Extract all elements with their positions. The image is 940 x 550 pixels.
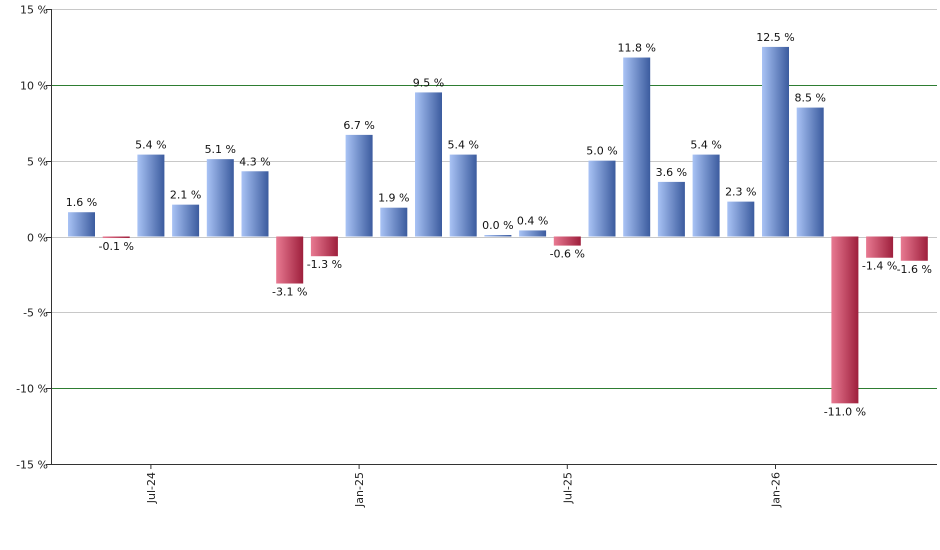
data-label: 5.0 %	[586, 145, 617, 158]
bar	[449, 154, 477, 237]
bar	[206, 159, 234, 237]
data-label: -1.4 %	[862, 260, 897, 273]
y-tick-label: 10 %	[20, 80, 48, 93]
data-label: -3.1 %	[272, 286, 307, 299]
data-label: 2.1 %	[170, 189, 201, 202]
axes: 15 % 10 % 5 % 0 % -5 % -10 % -15 % Jul-24 Jan-25…	[16, 4, 937, 508]
bar	[276, 236, 304, 284]
bar	[831, 236, 859, 404]
x-tick-label: Jan-25	[353, 472, 366, 508]
bar	[310, 236, 338, 257]
data-label: 12.5 %	[756, 31, 794, 44]
bar	[102, 236, 130, 239]
y-tick-label: -5 %	[23, 307, 48, 320]
data-label: -11.0 %	[824, 405, 866, 418]
y-tick-label: 5 %	[27, 156, 48, 169]
bar	[762, 46, 789, 237]
x-tick-label: Jan-26	[770, 472, 783, 508]
bar	[137, 154, 165, 237]
bar	[345, 134, 373, 237]
data-label: 1.6 %	[66, 196, 97, 209]
bar	[172, 204, 200, 237]
bar	[241, 171, 269, 237]
data-label: 5.4 %	[135, 139, 166, 152]
data-label: 11.8 %	[617, 42, 655, 55]
bar	[692, 154, 720, 237]
data-label: -0.1 %	[98, 240, 133, 253]
bar	[900, 236, 928, 261]
data-label: 8.5 %	[794, 92, 825, 105]
bar	[519, 230, 547, 237]
bar	[657, 181, 685, 237]
bar	[727, 201, 755, 237]
bar	[484, 235, 512, 237]
data-label: 9.5 %	[413, 76, 444, 89]
grid-lines	[51, 9, 937, 465]
x-tick-label: Jul-25	[561, 472, 574, 504]
data-label: 6.7 %	[343, 119, 374, 132]
y-tick-label: -15 %	[16, 459, 48, 472]
bar	[588, 160, 616, 237]
data-label: 0.0 %	[482, 219, 513, 232]
y-tick-label: 0 %	[27, 232, 48, 245]
data-label: 0.4 %	[517, 214, 548, 227]
data-labels: 1.6 % -0.1 % 5.4 % 2.1 % 5.1 %4.3 % -3.1 % -1.…	[66, 31, 932, 418]
bars	[68, 46, 928, 404]
data-label: 1.9 %	[378, 192, 409, 205]
x-tick-label: Jul-24	[145, 472, 158, 504]
y-tick-label: 15 %	[20, 4, 48, 17]
bar	[623, 57, 651, 237]
data-label: 3.6 %	[656, 166, 687, 179]
bar	[796, 107, 824, 237]
bar	[866, 236, 894, 258]
data-label: 5.1 %	[205, 143, 236, 156]
data-label: 5.4 %	[447, 139, 478, 152]
data-label: 4.3 %	[239, 155, 270, 168]
data-label: 5.4 %	[690, 139, 721, 152]
bar	[553, 236, 581, 246]
bar	[415, 92, 442, 237]
bar	[380, 207, 408, 237]
data-label: -0.6 %	[550, 248, 585, 261]
data-label: 2.3 %	[725, 186, 756, 199]
data-label: -1.3 %	[307, 258, 342, 271]
bar	[68, 212, 95, 237]
data-label: -1.6 %	[897, 263, 932, 276]
y-tick-label: -10 %	[16, 383, 48, 396]
